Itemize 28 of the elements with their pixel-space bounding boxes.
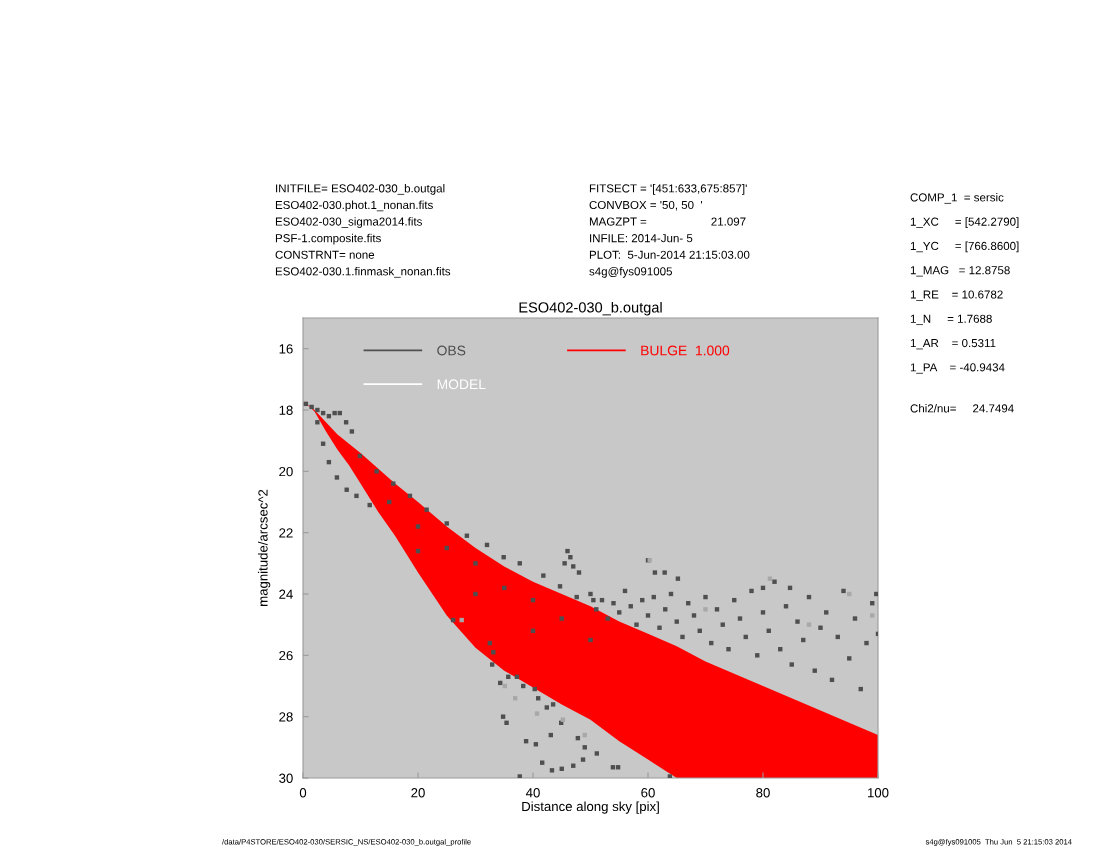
point — [870, 613, 875, 618]
point — [767, 576, 773, 581]
y-tick-label: 18 — [279, 405, 293, 415]
y-tick-label: 24 — [279, 589, 293, 599]
legend-label: OBS — [437, 345, 466, 356]
y-tick-label: 26 — [279, 650, 293, 661]
point — [703, 607, 708, 612]
y-tick-label: 16 — [279, 344, 293, 354]
y-axis-title: magnitude/arcsec^2 — [257, 489, 271, 606]
text: Chi2/nu= 24.7494 — [910, 404, 1014, 413]
y-tick-label: 30 — [279, 773, 293, 783]
y-tick-label: 28 — [279, 712, 293, 722]
x-tick-label: 80 — [756, 788, 770, 798]
x-tick-label: 0 — [299, 788, 307, 798]
x-tick-label: 20 — [411, 788, 425, 798]
y-tick-label: 22 — [279, 528, 293, 538]
legend-label: BULGE 1.000 — [641, 345, 730, 356]
y-tick-label: 20 — [279, 466, 293, 477]
x-axis-title: Distance along sky [pix] — [522, 801, 659, 814]
text: COMP_1 = sersic 1_XC = [542.2790] 1_YC = [766.8600] 1_MAG = 12.8758 1_RE = 10.6782 1_N = 1.7688 1_AR = 0.5311 1_PA = -40.9434 — [910, 193, 1019, 374]
text: FITSECT = '[451:633,675:857]' CONVBOX = '50, 50 ' MAGZPT = 21.097 INFILE: 2014-Jun- 5 PLOT: 5-Jun-2014 21:15:03.00 s4g@fys091005 — [589, 184, 750, 278]
x-tick-label: 60 — [641, 788, 655, 798]
point — [534, 711, 540, 716]
x-tick-label: 100 — [868, 788, 889, 798]
chart-title: ESO402-030_b.outgal — [519, 301, 662, 316]
point — [806, 622, 812, 627]
text: INITFILE= ESO402-030_b.outgal ESO402-030.phot.1_nonan.fits ESO402-030_sigma2014.fits PSF-1.composite.fits CONSTRNT= none ESO402-030.1.finmask_nonan.fits — [275, 184, 451, 278]
x-tick-label: 40 — [525, 788, 540, 798]
